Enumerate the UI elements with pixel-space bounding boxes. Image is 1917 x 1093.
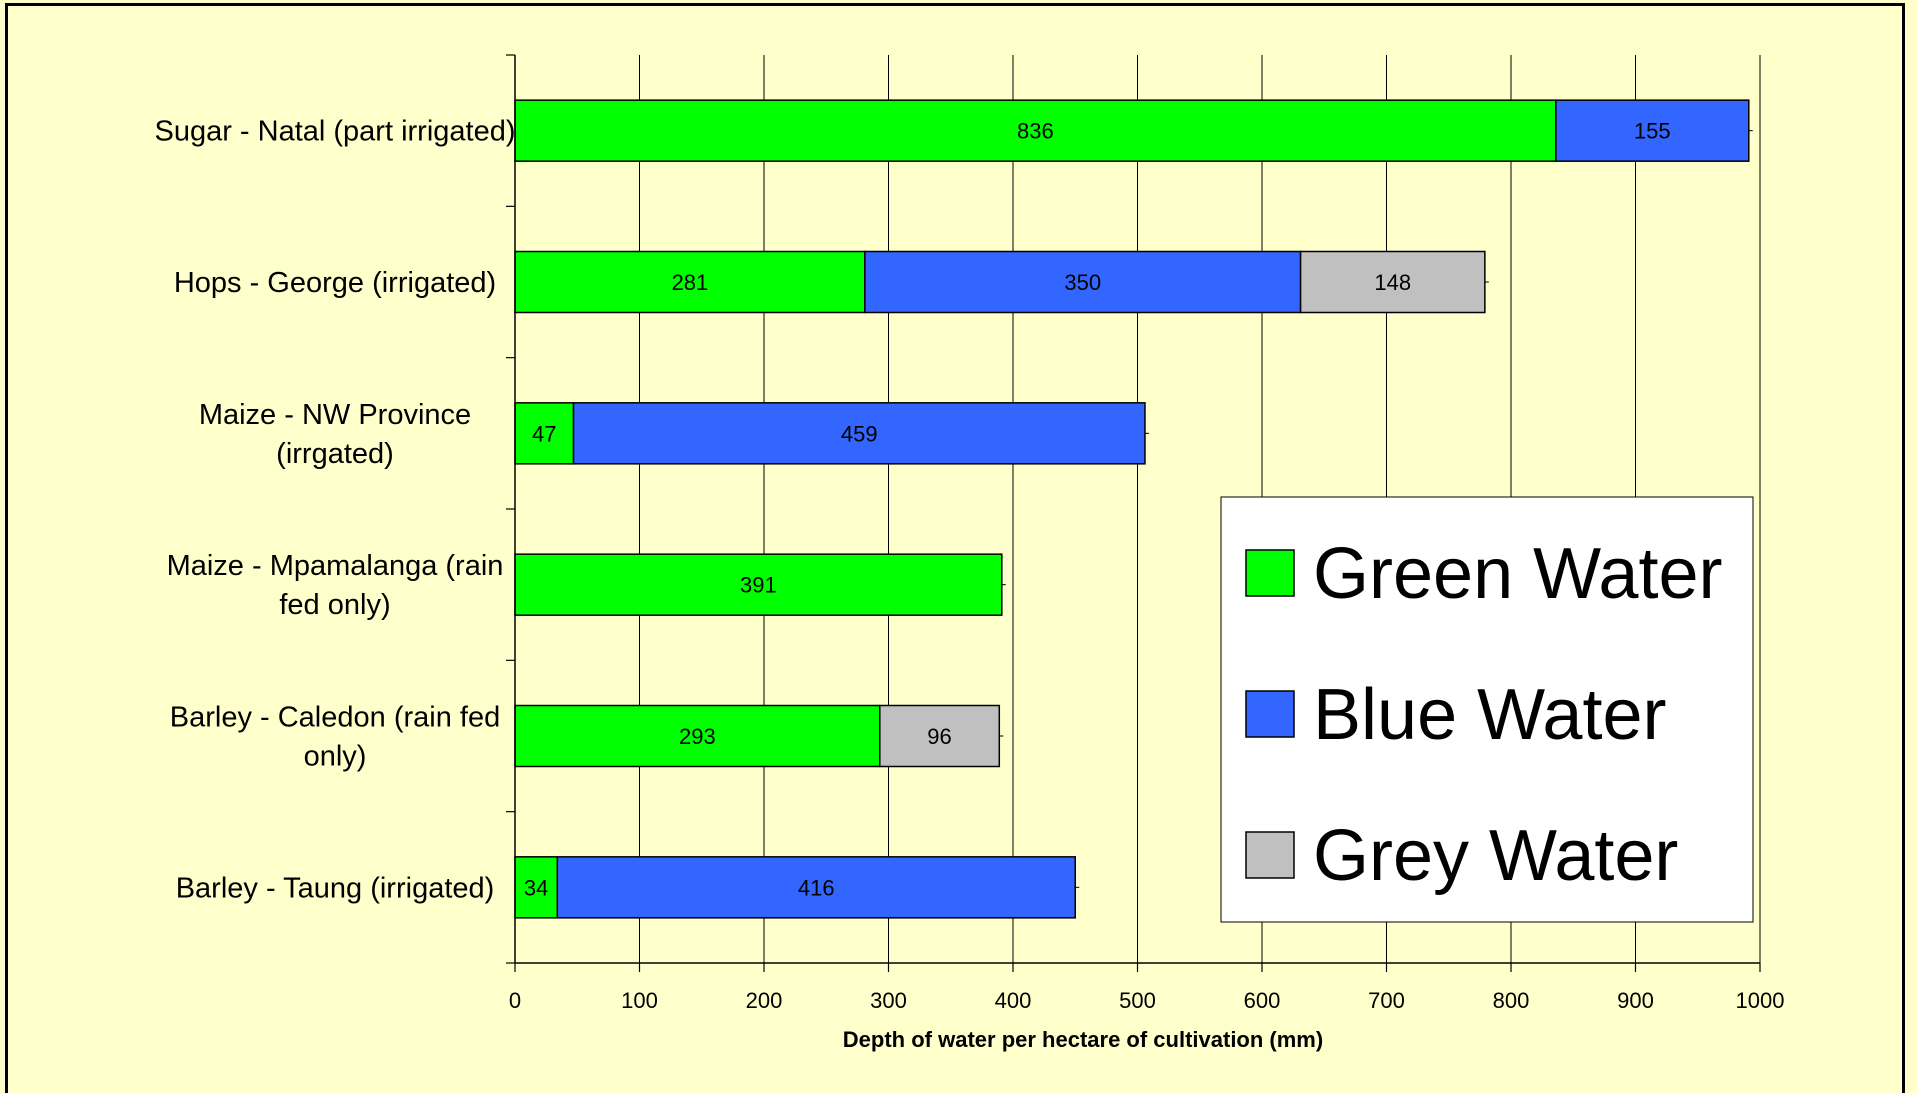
data-label: 47	[532, 421, 556, 446]
category-label: fed only)	[279, 589, 390, 621]
bar-segment	[514, 402, 575, 465]
bar-segment	[514, 704, 881, 768]
x-tick-label: 800	[1493, 988, 1530, 1013]
category-label: Barley - Caledon (rain fed	[170, 702, 500, 734]
category-label: (irrgated)	[276, 438, 394, 470]
x-tick-label: 900	[1617, 988, 1654, 1013]
legend-label: Blue Water	[1313, 675, 1666, 755]
x-tick-label: 400	[995, 988, 1032, 1013]
category-label: Hops - George (irrigated)	[174, 267, 496, 299]
legend-label: Green Water	[1313, 534, 1722, 614]
bar-segment	[1299, 250, 1486, 314]
category-label: Barley - Taung (irrigated)	[176, 872, 495, 904]
data-label: 391	[740, 573, 777, 598]
x-tick-label: 600	[1244, 988, 1281, 1013]
data-label: 155	[1634, 119, 1671, 144]
x-tick-label: 200	[746, 988, 783, 1013]
legend-label: Grey Water	[1313, 816, 1678, 896]
x-tick-label: 1000	[1736, 988, 1785, 1013]
data-label: 350	[1064, 270, 1101, 295]
x-tick-label: 700	[1368, 988, 1405, 1013]
data-label: 148	[1374, 270, 1411, 295]
data-label: 459	[841, 421, 878, 446]
data-label: 416	[798, 875, 835, 900]
bar-segment	[879, 704, 1001, 768]
data-label: 293	[679, 724, 716, 749]
data-label: 96	[927, 724, 951, 749]
data-label: 281	[672, 270, 709, 295]
legend-swatch	[1245, 549, 1295, 597]
x-tick-label: 100	[621, 988, 658, 1013]
legend: Green Water Blue Water Grey Water	[1220, 496, 1754, 923]
legend-box	[1220, 496, 1754, 923]
bar-segment	[556, 856, 1076, 919]
x-tick-label: 300	[870, 988, 907, 1013]
data-label: 34	[524, 875, 548, 900]
legend-swatch	[1245, 690, 1295, 738]
bar-segment	[572, 402, 1146, 465]
category-label: Maize - Mpamalanga (rain	[167, 550, 504, 582]
x-tick-label: 0	[509, 988, 521, 1013]
bar-segment	[514, 250, 866, 314]
bar-segment	[864, 250, 1302, 314]
category-label: only)	[304, 741, 367, 773]
x-tick-label: 500	[1119, 988, 1156, 1013]
category-label: Sugar - Natal (part irrigated)	[154, 116, 515, 148]
legend-swatch	[1245, 831, 1295, 879]
bar-segment	[1555, 99, 1750, 162]
x-axis-title: Depth of water per hectare of cultivatio…	[843, 1027, 1323, 1052]
data-label: 836	[1017, 119, 1054, 144]
category-label: Maize - NW Province	[199, 399, 471, 431]
